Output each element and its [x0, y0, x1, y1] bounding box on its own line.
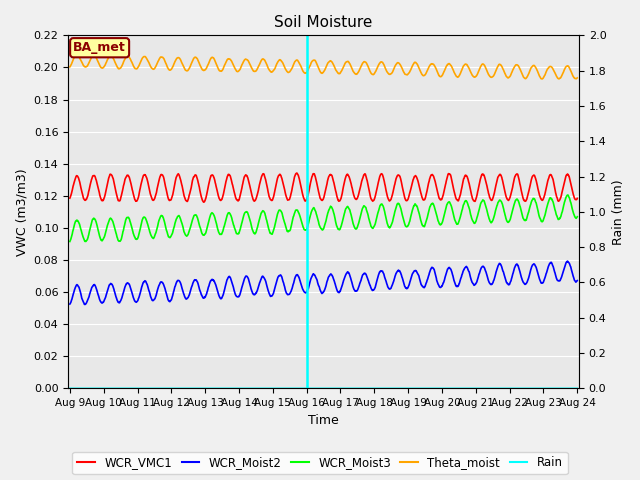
- Rain: [559, 385, 566, 391]
- Theta_moist: [313, 61, 321, 67]
- WCR_Moist2: [559, 270, 566, 276]
- WCR_Moist3: [300, 224, 307, 230]
- WCR_Moist2: [81, 301, 88, 307]
- WCR_Moist3: [559, 207, 566, 213]
- X-axis label: Time: Time: [308, 414, 339, 427]
- WCR_Moist3: [66, 239, 74, 244]
- Theta_moist: [559, 71, 566, 76]
- Rain: [465, 385, 473, 391]
- Theta_moist: [559, 70, 567, 76]
- WCR_Moist3: [564, 192, 572, 198]
- WCR_Moist2: [313, 276, 321, 282]
- WCR_Moist2: [92, 285, 100, 290]
- WCR_VMC1: [559, 186, 566, 192]
- WCR_Moist3: [559, 209, 566, 215]
- Rain: [559, 385, 566, 391]
- Theta_moist: [66, 64, 74, 70]
- WCR_Moist3: [573, 214, 581, 219]
- WCR_Moist3: [313, 212, 321, 217]
- Line: WCR_VMC1: WCR_VMC1: [70, 173, 577, 202]
- WCR_VMC1: [92, 176, 100, 182]
- Theta_moist: [72, 52, 80, 58]
- WCR_VMC1: [573, 195, 581, 201]
- Rain: [66, 385, 74, 391]
- Theta_moist: [92, 54, 100, 60]
- WCR_Moist2: [573, 278, 581, 284]
- WCR_Moist2: [66, 301, 74, 307]
- WCR_Moist3: [92, 218, 100, 224]
- WCR_Moist3: [465, 206, 473, 212]
- Rain: [313, 385, 321, 391]
- Text: BA_met: BA_met: [73, 41, 126, 54]
- Y-axis label: Rain (mm): Rain (mm): [612, 179, 625, 245]
- WCR_VMC1: [559, 185, 567, 191]
- WCR_Moist2: [300, 288, 307, 293]
- WCR_Moist2: [466, 271, 474, 277]
- WCR_Moist2: [564, 258, 572, 264]
- Line: WCR_Moist3: WCR_Moist3: [70, 195, 577, 241]
- Rain: [573, 385, 581, 391]
- Title: Soil Moisture: Soil Moisture: [275, 15, 372, 30]
- WCR_VMC1: [466, 184, 474, 190]
- WCR_VMC1: [66, 195, 74, 201]
- WCR_Moist2: [559, 271, 566, 277]
- Theta_moist: [573, 75, 581, 81]
- Y-axis label: VWC (m3/m3): VWC (m3/m3): [15, 168, 28, 256]
- WCR_VMC1: [313, 182, 321, 188]
- Theta_moist: [300, 69, 307, 75]
- Line: Theta_moist: Theta_moist: [70, 55, 577, 79]
- WCR_VMC1: [300, 195, 307, 201]
- Rain: [300, 385, 307, 391]
- WCR_VMC1: [200, 199, 207, 205]
- Legend: WCR_VMC1, WCR_Moist2, WCR_Moist3, Theta_moist, Rain: WCR_VMC1, WCR_Moist2, WCR_Moist3, Theta_…: [72, 452, 568, 474]
- Rain: [92, 385, 100, 391]
- WCR_VMC1: [293, 170, 301, 176]
- Line: WCR_Moist2: WCR_Moist2: [70, 261, 577, 304]
- Theta_moist: [538, 76, 545, 82]
- Theta_moist: [466, 67, 474, 72]
